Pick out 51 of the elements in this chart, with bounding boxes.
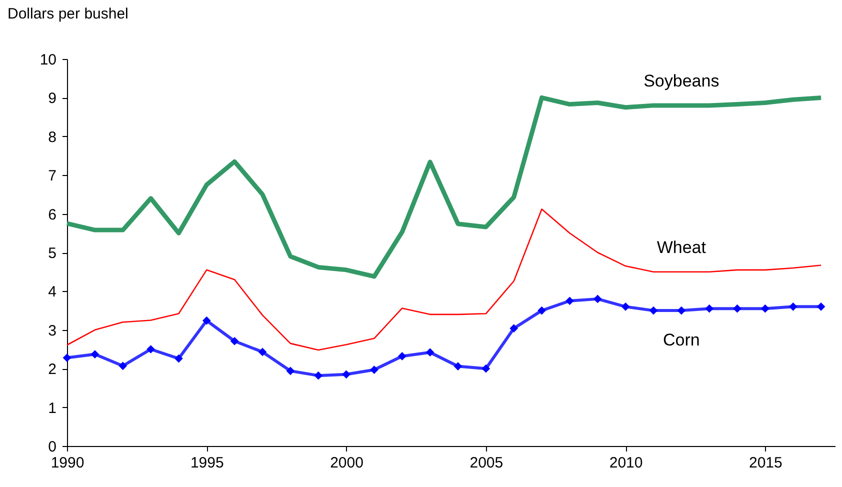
series-label: Corn	[662, 330, 700, 350]
series-label: Soybeans	[644, 71, 720, 90]
y-tick-label: 5	[48, 245, 56, 262]
x-tick-label: 2010	[609, 454, 643, 472]
point	[62, 354, 72, 362]
point	[174, 354, 183, 363]
y-tick-label: 10	[40, 52, 56, 68]
point	[90, 350, 100, 358]
point	[370, 366, 378, 374]
line-series	[64, 95, 824, 279]
point	[510, 324, 518, 333]
point	[146, 345, 155, 354]
point	[677, 306, 686, 315]
point	[649, 306, 658, 315]
point	[733, 304, 742, 313]
point	[454, 362, 462, 370]
point	[761, 304, 770, 313]
y-tick-label: 3	[48, 322, 56, 340]
x-tick-label: 1995	[190, 454, 224, 472]
y-tick-label: 4	[48, 284, 56, 301]
point	[538, 306, 546, 315]
point	[816, 302, 826, 311]
point	[118, 362, 128, 370]
point	[342, 370, 350, 379]
point	[482, 364, 490, 373]
series-label: Wheat	[656, 238, 706, 257]
point	[286, 366, 295, 376]
x-tick-label: 2015	[748, 454, 782, 472]
x-tick-label: 1990	[50, 454, 84, 472]
point	[314, 371, 323, 380]
point	[566, 296, 574, 306]
y-tick-label: 2	[48, 361, 56, 378]
x-tick-label: 2005	[470, 454, 504, 472]
y-tick-label: 7	[48, 168, 56, 185]
point	[230, 336, 239, 346]
point	[593, 294, 602, 304]
y-tick-label: 9	[48, 90, 56, 108]
y-tick-label: 1	[48, 400, 56, 417]
y-axis-title: Dollars per bushel	[8, 6, 128, 22]
point	[258, 348, 267, 356]
point	[202, 316, 211, 325]
point	[398, 352, 406, 360]
x-tick-label: 2000	[330, 454, 364, 472]
point	[788, 302, 798, 311]
line-series	[66, 208, 822, 351]
y-tick-label: 6	[48, 206, 56, 224]
y-tick-label: 0	[48, 438, 56, 456]
point	[705, 304, 714, 313]
point	[426, 348, 434, 357]
y-tick-label: 8	[48, 128, 56, 146]
point	[621, 302, 630, 311]
